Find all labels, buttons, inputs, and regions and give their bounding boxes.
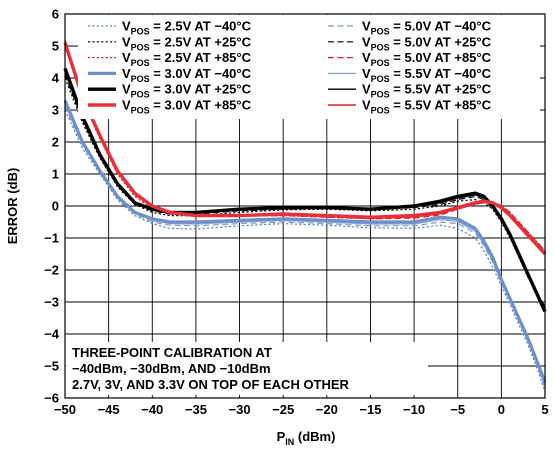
legend-label-prefix: V xyxy=(122,66,131,81)
x-tick-label: −20 xyxy=(316,402,338,417)
legend-label: VPOS = 5.0V AT −40°C xyxy=(362,19,492,37)
legend-label-suffix: = 5.5V AT +85°C xyxy=(390,98,492,113)
x-tick-label: −25 xyxy=(272,402,294,417)
y-tick-label: −5 xyxy=(44,359,59,374)
legend-label-prefix: V xyxy=(362,98,371,113)
legend-label-prefix: V xyxy=(122,19,131,34)
x-tick-label: −35 xyxy=(185,402,207,417)
series-line xyxy=(64,109,546,392)
legend-label: VPOS = 5.0V AT +85°C xyxy=(362,50,492,68)
annotation-line-2: −40dBm, −30dBm, AND −10dBm xyxy=(72,361,271,376)
legend-label-prefix: V xyxy=(362,19,371,34)
legend-label-subscript: POS xyxy=(131,74,150,84)
legend-label-prefix: V xyxy=(362,34,371,49)
y-tick-label: 2 xyxy=(52,135,59,150)
legend-label-subscript: POS xyxy=(131,42,150,52)
legend-label: VPOS = 3.0V AT +25°C xyxy=(122,82,252,100)
legend-background xyxy=(78,15,540,119)
x-tick-label: −50 xyxy=(54,402,76,417)
x-tick-label: −15 xyxy=(359,402,381,417)
legend-label-suffix: = 2.5V AT −40°C xyxy=(150,19,252,34)
legend-label: VPOS = 2.5V AT −40°C xyxy=(122,19,252,37)
y-tick-label: 3 xyxy=(52,103,59,118)
legend-label-subscript: POS xyxy=(371,58,390,68)
legend-label-subscript: POS xyxy=(371,106,390,116)
y-tick-label: 0 xyxy=(52,199,59,214)
legend-label-suffix: = 5.5V AT +25°C xyxy=(390,82,492,97)
legend-label-subscript: POS xyxy=(131,90,150,100)
y-tick-label: 5 xyxy=(52,39,59,54)
x-tick-label: −5 xyxy=(450,402,465,417)
legend-label-suffix: = 5.0V AT −40°C xyxy=(390,19,492,34)
y-tick-label: −1 xyxy=(44,231,59,246)
legend-label-suffix: = 5.0V AT +25°C xyxy=(390,34,492,49)
x-axis-title-subscript: IN xyxy=(285,437,294,447)
legend-label-subscript: POS xyxy=(371,90,390,100)
legend-label-suffix: = 3.0V AT −40°C xyxy=(150,66,252,81)
annotation-background xyxy=(66,342,428,395)
series-lines xyxy=(63,39,547,392)
x-axis-title: PIN (dBm) xyxy=(277,429,336,447)
legend-label-subscript: POS xyxy=(371,27,390,37)
legend-label-prefix: V xyxy=(362,50,371,65)
x-tick-label: 0 xyxy=(498,402,505,417)
legend-label-suffix: = 2.5V AT +25°C xyxy=(150,34,252,49)
y-tick-label: 4 xyxy=(52,71,60,86)
y-tick-labels: 6 5 4 3 2 1 0 −1 −2 −3 −4 −5 −6 xyxy=(44,7,60,406)
y-tick-label: −6 xyxy=(44,391,59,406)
x-tick-label: 5 xyxy=(541,402,548,417)
x-tick-label: −40 xyxy=(141,402,163,417)
legend-label-prefix: V xyxy=(122,34,131,49)
legend-label: VPOS = 3.0V AT −40°C xyxy=(122,66,252,84)
series-line xyxy=(63,42,547,256)
x-tick-labels: −50 −45 −40 −35 −30 −25 −20 −15 −10 −5 0 5 xyxy=(54,402,549,417)
legend-label-prefix: V xyxy=(362,82,371,97)
x-tick-label: −10 xyxy=(403,402,425,417)
legend-label-prefix: V xyxy=(362,66,371,81)
legend-label-suffix: = 2.5V AT +85°C xyxy=(150,50,252,65)
legend-label: VPOS = 5.5V AT +25°C xyxy=(362,82,492,100)
legend-label-prefix: V xyxy=(122,50,131,65)
y-axis-title: ERROR (dB) xyxy=(5,168,20,245)
legend-label-prefix: V xyxy=(122,98,131,113)
plot-frame xyxy=(64,13,546,399)
legend-label-prefix: V xyxy=(122,82,131,97)
x-tick-label: −45 xyxy=(98,402,120,417)
y-tick-label: −2 xyxy=(44,263,59,278)
legend-label: VPOS = 5.0V AT +25°C xyxy=(362,34,492,52)
y-tick-label: −3 xyxy=(44,295,59,310)
y-tick-label: 6 xyxy=(52,7,59,22)
x-axis-title-main: P xyxy=(277,429,286,444)
annotation-line-3: 2.7V, 3V, AND 3.3V ON TOP OF EACH OTHER xyxy=(72,377,350,392)
legend-label-suffix: = 5.0V AT +85°C xyxy=(390,50,492,65)
series-line xyxy=(63,99,547,383)
annotation-line-1: THREE-POINT CALIBRATION AT xyxy=(72,345,272,360)
legend-label-subscript: POS xyxy=(371,42,390,52)
legend-label-subscript: POS xyxy=(131,106,150,116)
legend-label: VPOS = 3.0V AT +85°C xyxy=(122,98,252,116)
legend-label: VPOS = 2.5V AT +25°C xyxy=(122,34,252,52)
x-axis-title-unit: (dBm) xyxy=(294,429,335,444)
y-tick-label: −4 xyxy=(44,327,60,342)
legend-label: VPOS = 5.5V AT +85°C xyxy=(362,98,492,116)
x-tick-label: −30 xyxy=(229,402,251,417)
series-line xyxy=(63,67,547,313)
legend-label-suffix: = 5.5V AT −40°C xyxy=(390,66,492,81)
legend-label-subscript: POS xyxy=(131,58,150,68)
legend-label: VPOS = 5.5V AT −40°C xyxy=(362,66,492,84)
y-tick-label: 1 xyxy=(52,167,59,182)
legend-label-suffix: = 3.0V AT +25°C xyxy=(150,82,252,97)
legend-label-suffix: = 3.0V AT +85°C xyxy=(150,98,252,113)
legend-label-subscript: POS xyxy=(131,27,150,37)
legend-label: VPOS = 2.5V AT +85°C xyxy=(122,50,252,68)
legend-label-subscript: POS xyxy=(371,74,390,84)
